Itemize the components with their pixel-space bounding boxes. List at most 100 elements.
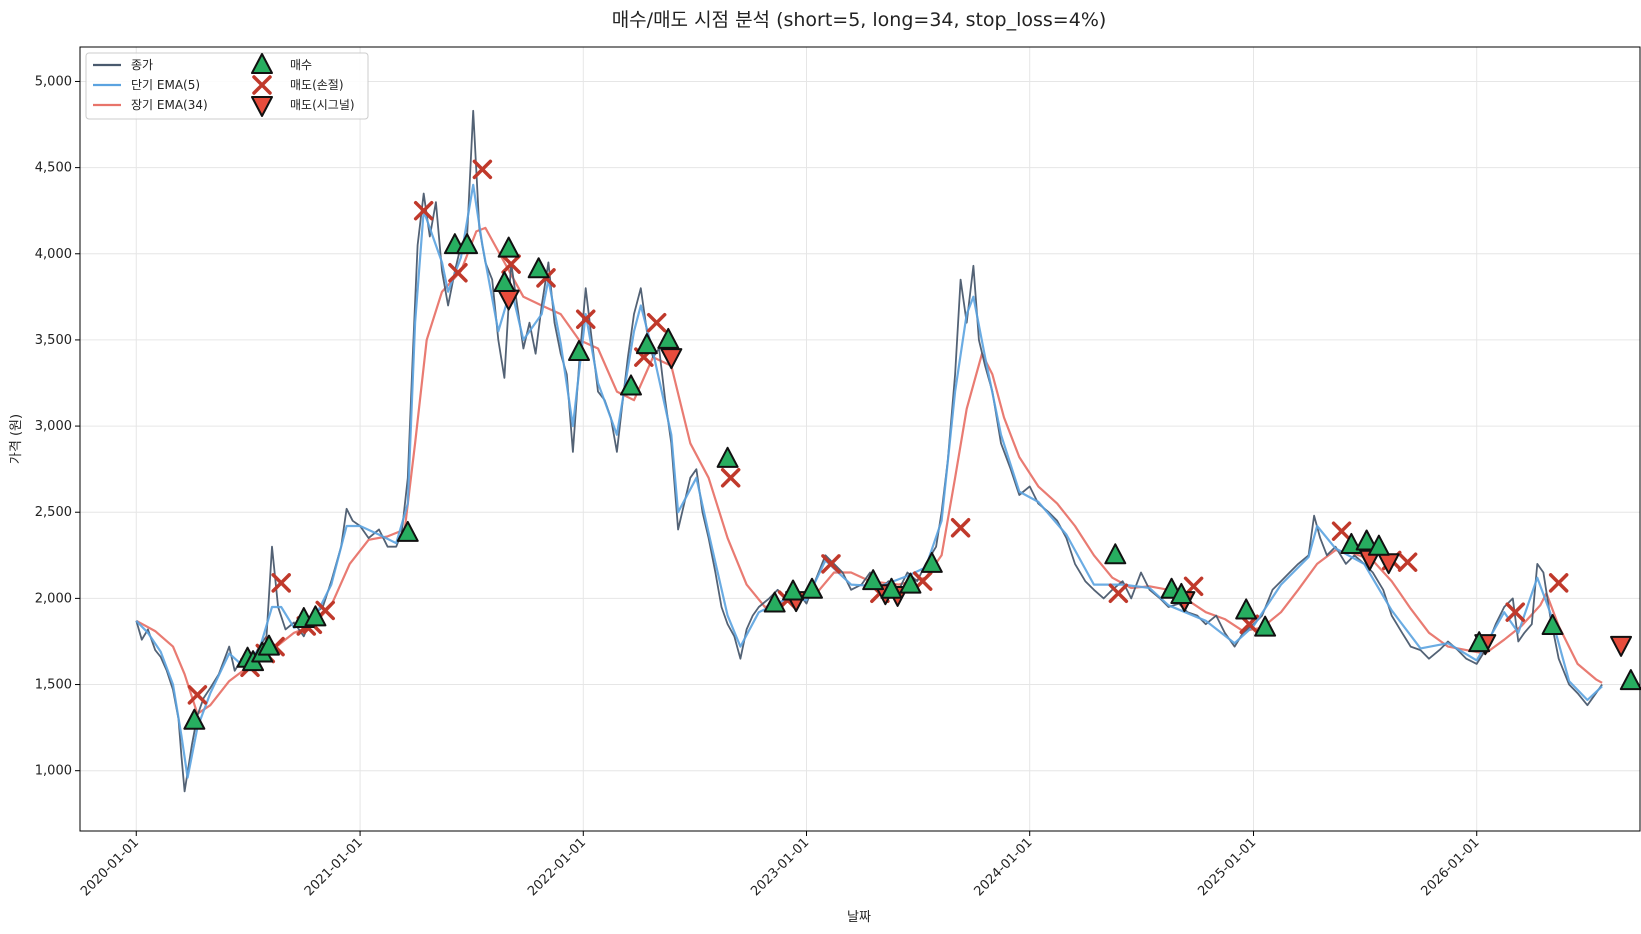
y-tick-label: 4,500 [35, 161, 72, 176]
stop-loss-marker [472, 159, 493, 180]
buy-marker [782, 579, 805, 601]
stop-loss-marker [821, 554, 841, 574]
stop-loss-marker-stroke [472, 159, 493, 180]
chart-title: 매수/매도 시점 분석 (short=5, long=34, stop_loss… [612, 9, 1107, 31]
buy-marker [635, 333, 658, 355]
y-tick-label: 2,500 [35, 505, 72, 520]
legend-swatch-sell-signal [251, 96, 273, 117]
y-tick-label: 1,500 [35, 678, 72, 693]
stop-loss-marker [950, 517, 971, 538]
legend-swatch-buy [251, 53, 273, 74]
sell-signal-marker [1610, 635, 1633, 657]
legend-label: 장기 EMA(34) [131, 98, 208, 112]
legend-label: 종가 [131, 58, 153, 72]
stop-loss-marker-stroke [1331, 521, 1352, 541]
buy-marker [763, 591, 786, 613]
x-tick-label: 2021-01-01 [302, 835, 366, 899]
buy-marker [920, 551, 943, 573]
x-tick-label: 2025-01-01 [1195, 835, 1259, 899]
buy-marker [1468, 631, 1491, 653]
buy-marker [396, 520, 419, 542]
grid-lines [80, 47, 1640, 831]
y-axis-label: 가격 (원) [9, 414, 24, 464]
stop-loss-marker-stroke [1505, 602, 1525, 622]
legend-swatch-stop-loss [252, 75, 272, 95]
buy-marker [1254, 615, 1277, 637]
stop-loss-marker-stroke [252, 75, 272, 95]
buy-marker [800, 577, 823, 599]
stop-loss-marker-stroke [950, 517, 971, 538]
buy-marker [716, 446, 739, 468]
buy-marker [1541, 613, 1564, 635]
y-axis: 1,000 1,500 2,000 2,500 3,000 3,500 4,000 4,500… [35, 74, 80, 779]
stop-loss-marker-stroke [1108, 583, 1129, 603]
stop-loss-marker [1548, 573, 1569, 593]
buy-marker [1170, 582, 1193, 604]
buy-marker [1355, 529, 1378, 551]
series-lines [135, 109, 1603, 793]
legend-label: 단기 EMA(5) [131, 78, 200, 92]
stop-loss-marker-stroke [1397, 552, 1418, 572]
stop-loss-marker [271, 573, 291, 593]
x-tick-label: 2020-01-01 [78, 835, 142, 899]
buy-marker [527, 257, 550, 279]
y-tick-label: 3,500 [35, 333, 72, 348]
stop-loss-marker-stroke [448, 262, 468, 283]
stop-loss-marker-stroke [821, 554, 841, 574]
y-tick-label: 2,000 [35, 591, 72, 606]
y-tick-label: 1,000 [35, 764, 72, 779]
stop-loss-marker-stroke [1548, 573, 1569, 593]
y-tick-label: 4,000 [35, 247, 72, 262]
buy-marker [899, 572, 922, 594]
x-tick-label: 2022-01-01 [525, 835, 589, 899]
legend-box [85, 52, 369, 120]
buy-marker [619, 374, 642, 396]
buy-marker [1619, 669, 1641, 691]
stop-loss-marker-stroke [646, 312, 667, 333]
stop-loss-marker-stroke [575, 309, 596, 329]
plot-frame [79, 46, 1641, 832]
buy-marker [1104, 543, 1127, 565]
series-line-short-ema [135, 183, 1603, 779]
trade-markers [183, 159, 1641, 730]
x-axis: 2020-01-01 2021-01-01 2022-01-01 2023-01-01… [78, 831, 1483, 899]
buy-marker [493, 271, 516, 293]
buy-marker [1367, 534, 1390, 556]
buy-marker [568, 339, 591, 361]
stop-loss-marker [720, 468, 741, 488]
buy-marker [257, 634, 280, 656]
series-line-long-ema [135, 226, 1603, 715]
legend-label: 매도(손절) [290, 78, 344, 92]
x-axis-label: 날짜 [847, 910, 871, 925]
y-tick-label: 5,000 [35, 74, 72, 89]
legend-label: 매도(시그널) [290, 98, 355, 112]
buy-marker [880, 577, 903, 599]
stop-loss-marker [575, 309, 596, 329]
buy-marker [497, 236, 520, 258]
x-tick-label: 2026-01-01 [1419, 835, 1483, 899]
stop-loss-marker-stroke [501, 254, 521, 274]
stop-loss-marker [501, 254, 521, 274]
buy-marker [183, 708, 206, 730]
buy-marker [862, 569, 885, 591]
sell-signal-marker [660, 348, 683, 370]
stop-loss-marker [448, 262, 468, 283]
x-tick-label: 2024-01-01 [971, 835, 1035, 899]
x-tick-label: 2023-01-01 [748, 835, 812, 899]
stop-loss-marker-stroke [413, 200, 434, 221]
stop-loss-marker [1505, 602, 1525, 622]
stop-loss-marker [187, 685, 208, 705]
stop-loss-marker [1331, 521, 1352, 541]
stop-loss-marker-stroke [720, 468, 741, 488]
stop-loss-marker [1108, 583, 1129, 603]
stop-loss-marker-stroke [271, 573, 291, 593]
buy-marker [304, 605, 327, 627]
stop-loss-marker [1397, 552, 1418, 572]
buy-marker [1235, 598, 1258, 620]
stop-loss-marker [413, 200, 434, 221]
series-line-close [135, 109, 1603, 793]
buy-marker [456, 233, 479, 255]
